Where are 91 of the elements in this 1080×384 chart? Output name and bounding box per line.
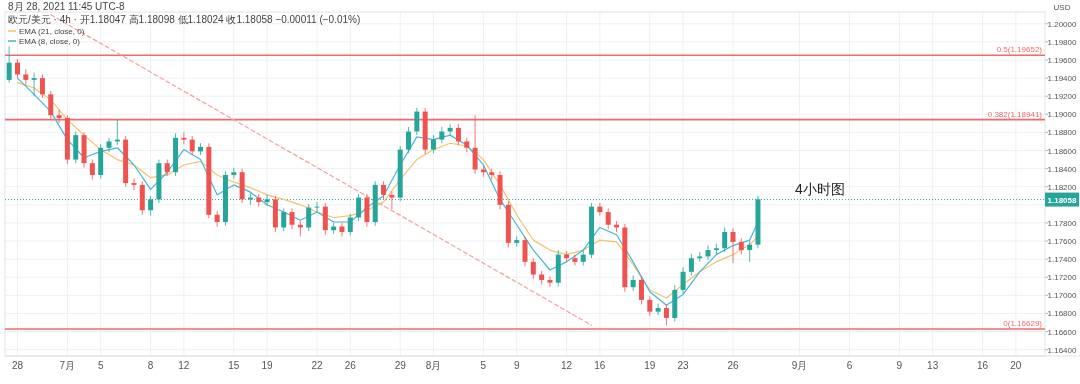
y-tick-label: 1.17800: [1047, 218, 1078, 228]
candlestick: [572, 254, 578, 266]
legend-label: EMA (21, close, 0): [19, 27, 85, 36]
candlestick: [289, 208, 295, 230]
y-tick-label: 1.17000: [1047, 291, 1078, 301]
candlestick: [547, 275, 553, 288]
y-tick-label: 1.17400: [1047, 255, 1078, 265]
x-tick-label: 12: [561, 360, 573, 371]
candlestick: [14, 58, 20, 79]
y-tick-label: 1.19000: [1047, 110, 1078, 120]
candlestick: [472, 114, 478, 175]
candlestick: [697, 251, 703, 263]
candlestick: [597, 202, 603, 217]
candlestick: [347, 213, 353, 236]
candlestick: [31, 72, 37, 97]
x-tick-label: 29: [394, 360, 407, 371]
ref-line-label: 0.382(1.18941): [987, 109, 1043, 119]
y-tick-label: 1.18600: [1047, 146, 1078, 156]
x-tick-label: 9月: [791, 360, 808, 371]
x-tick-label: 26: [727, 360, 739, 371]
y-tick-label: 1.20000: [1047, 19, 1078, 29]
candlestick: [322, 202, 328, 236]
candlestick: [406, 126, 412, 154]
ref-line-label: 1.18058: [1047, 195, 1078, 205]
y-tick-label: 1.19200: [1047, 92, 1078, 102]
annotation: 8月 28, 2021 11:45 UTC-8: [8, 1, 125, 12]
candlestick: [89, 159, 95, 180]
y-axis-title: USD: [1053, 3, 1071, 12]
x-tick-label: 5: [480, 360, 487, 371]
x-tick-label: 28: [11, 360, 24, 371]
x-tick-label: 22: [311, 360, 323, 371]
annotation: 4小时图: [795, 181, 845, 197]
candlestick: [181, 132, 187, 145]
x-tick-label: 7月: [59, 360, 76, 371]
x-tick-label: 23: [677, 360, 690, 371]
candlestick: [306, 203, 312, 232]
candlestick: [131, 178, 137, 191]
y-tick-label: 1.16400: [1047, 345, 1078, 355]
y-tick-label: 1.16800: [1047, 309, 1078, 319]
y-tick-label: 1.19800: [1047, 37, 1078, 47]
y-tick-label: 1.17600: [1047, 237, 1078, 247]
x-tick-label: 20: [1010, 360, 1022, 371]
x-tick-label: 8: [147, 360, 154, 371]
x-tick-label: 19: [261, 360, 274, 371]
candlestick: [189, 135, 195, 156]
x-tick-label: 15: [228, 360, 240, 371]
candlestick: [339, 222, 345, 237]
y-tick-label: 1.18200: [1047, 182, 1078, 192]
x-tick-label: 12: [178, 360, 190, 371]
x-tick-label: 8月: [425, 360, 442, 371]
y-tick-label: 1.17200: [1047, 273, 1078, 283]
x-tick-label: 16: [977, 360, 989, 371]
x-tick-label: 26: [344, 360, 357, 371]
x-tick-label: 9: [896, 360, 903, 371]
candlestick: [680, 266, 686, 294]
candlestick: [722, 227, 728, 253]
candlestick: [48, 90, 54, 120]
ref-line-label: 0(1.16629): [1003, 318, 1043, 328]
candlestick: [713, 243, 719, 256]
candlestick: [530, 257, 536, 280]
candlestick: [663, 304, 669, 326]
candlestick: [638, 275, 644, 305]
candlestick: [688, 253, 694, 276]
annotation: 欧元/美元 · 4h · 开1.18047 高1.18098 低1.18024 收1.18058 −0.00011 (−0.01%): [8, 14, 361, 25]
legend-label: EMA (8, close, 0): [19, 37, 81, 46]
candlestick: [39, 74, 45, 99]
candlestick: [56, 109, 62, 124]
candlestick: [455, 123, 461, 146]
y-tick-label: 1.18400: [1047, 164, 1078, 174]
candlestick: [605, 208, 611, 230]
candlestick: [655, 303, 661, 316]
y-tick-label: 1.18800: [1047, 128, 1078, 138]
y-tick-label: 1.16600: [1047, 327, 1078, 337]
candlestick: [430, 134, 436, 154]
candlestick: [281, 208, 287, 232]
ref-line-label: 0.5(1.19652): [996, 45, 1043, 55]
x-tick-label: 9: [513, 360, 520, 371]
candlestick: [389, 190, 395, 210]
candlestick: [747, 240, 753, 263]
candlestick: [647, 295, 653, 317]
x-tick-label: 16: [594, 360, 606, 371]
x-tick-label: 6: [846, 360, 853, 371]
x-tick-label: 19: [644, 360, 656, 371]
candlestick: [414, 107, 420, 136]
y-tick-label: 1.19600: [1047, 55, 1078, 65]
x-tick-label: 13: [927, 360, 939, 371]
candlestick: [381, 180, 387, 200]
x-tick-label: 5: [97, 360, 104, 371]
y-tick-label: 1.19400: [1047, 74, 1078, 84]
candlestick: [705, 245, 711, 261]
candlestick: [6, 46, 12, 84]
